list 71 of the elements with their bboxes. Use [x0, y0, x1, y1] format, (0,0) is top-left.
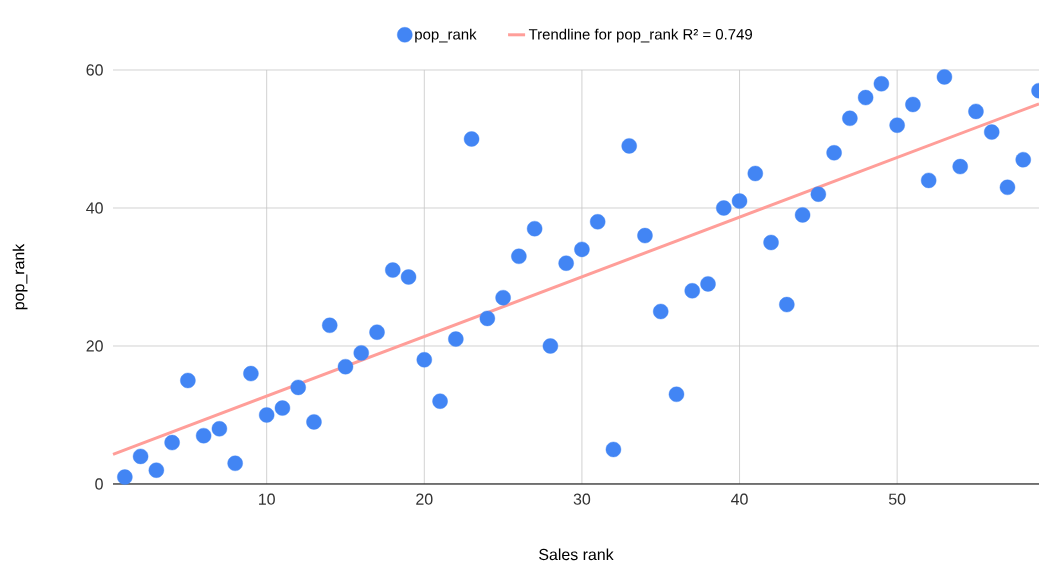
point	[211, 421, 228, 437]
point	[779, 296, 795, 313]
point	[984, 124, 1000, 140]
point	[763, 234, 779, 251]
point	[290, 379, 306, 396]
point	[905, 96, 921, 113]
point	[448, 331, 464, 347]
point	[148, 462, 165, 478]
legend-label: pop_rank	[415, 28, 477, 43]
x-tick-label: 30	[573, 493, 591, 505]
point	[1015, 151, 1031, 168]
point	[857, 89, 874, 106]
point	[747, 165, 763, 182]
y-tick-label: 20	[86, 340, 103, 352]
point	[936, 69, 953, 85]
point	[511, 248, 527, 264]
point	[731, 193, 748, 209]
point	[605, 441, 622, 458]
point	[700, 276, 716, 292]
point	[637, 227, 653, 244]
point	[826, 145, 842, 161]
point	[794, 207, 811, 223]
point	[369, 324, 385, 340]
x-tick-label: 50	[888, 493, 906, 505]
y-tick-label: 0	[95, 478, 103, 490]
point	[495, 289, 511, 306]
point	[258, 407, 275, 423]
point	[322, 317, 338, 333]
point	[653, 303, 669, 320]
point	[416, 352, 432, 368]
point	[716, 200, 732, 216]
point	[353, 345, 369, 361]
point	[968, 103, 984, 120]
legend-label: Trendline for pop_rank R² = 0.749	[528, 28, 752, 43]
point	[589, 214, 606, 230]
point	[684, 283, 700, 299]
point	[463, 131, 480, 147]
point	[889, 117, 905, 133]
point	[195, 427, 212, 444]
point	[274, 400, 291, 416]
point	[810, 186, 827, 202]
point	[952, 158, 968, 175]
y-tick-label: 40	[86, 202, 103, 214]
x-tick-label: 20	[416, 493, 433, 505]
y-tick-label: 60	[86, 64, 103, 76]
point	[873, 76, 890, 92]
point	[227, 455, 243, 471]
point	[180, 372, 196, 389]
point	[337, 358, 354, 375]
point	[243, 365, 259, 382]
y-axis-title: pop_rank	[12, 243, 28, 310]
point	[400, 269, 417, 285]
point	[132, 448, 149, 465]
point	[164, 434, 180, 451]
x-tick-label: 10	[259, 493, 275, 505]
x-axis-title: Sales rank	[539, 548, 614, 561]
point	[542, 338, 559, 354]
point	[432, 393, 448, 409]
point	[920, 172, 937, 189]
point	[574, 241, 590, 258]
point	[558, 255, 574, 271]
point	[999, 179, 1016, 195]
point	[385, 262, 401, 278]
point	[842, 110, 858, 126]
point	[117, 469, 133, 485]
point	[526, 220, 543, 237]
point	[479, 310, 496, 327]
point	[668, 386, 685, 402]
point	[306, 414, 322, 430]
x-tick-label: 40	[731, 493, 748, 505]
point	[621, 138, 637, 154]
